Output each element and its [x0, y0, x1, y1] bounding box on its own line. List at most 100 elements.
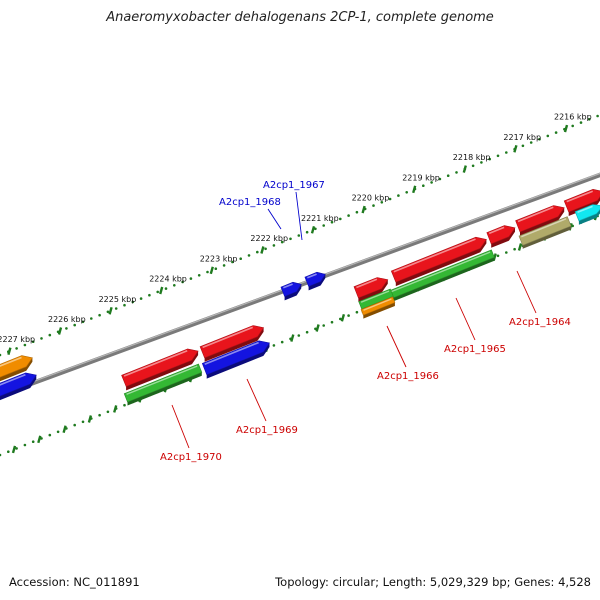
- scale-minor-dot: [322, 324, 326, 327]
- feature-arrow-top: [353, 277, 389, 299]
- gene-arrow-blue: [0, 372, 37, 401]
- scale-minor-dot: [339, 217, 342, 221]
- gene-label: A2cp1_1968: [219, 197, 281, 208]
- feature-bar-side: [362, 257, 495, 314]
- scale-minor-dot: [272, 244, 276, 247]
- feature-arrow-top: [0, 372, 37, 397]
- scale-minor-dot: [505, 251, 508, 254]
- scale-minor-dot: [330, 320, 334, 324]
- cds-bar-a2cp1-1970: [123, 363, 203, 406]
- scale-minor-dot: [372, 204, 375, 207]
- scale-minor-dot: [480, 161, 483, 164]
- feature-arrow-highlight: [488, 226, 505, 235]
- scale-minor-dot: [305, 330, 309, 334]
- scale-minor-dot: [206, 270, 209, 274]
- scale-minor-dot: [90, 317, 93, 320]
- feature-arrow-highlight: [283, 283, 293, 289]
- scale-minor-dot: [330, 220, 334, 224]
- scale-minor-dot: [73, 423, 76, 427]
- feature-arrow-side: [204, 327, 264, 362]
- feature-arrow-side: [0, 357, 33, 382]
- feature-arrow-side: [308, 274, 326, 291]
- gene-label: A2cp1_1967: [263, 180, 325, 191]
- feature-arrow-top: [515, 205, 565, 233]
- feature-bar-highlight: [521, 218, 567, 238]
- feature-arrow-highlight: [307, 273, 317, 279]
- scale-major-tick: [513, 144, 518, 153]
- scale-major-tick: [209, 266, 214, 275]
- scale-minor-dot: [297, 234, 301, 237]
- scale-minor-dot: [197, 274, 201, 277]
- feature-arrow-side: [491, 227, 515, 248]
- feature-bar-side: [363, 302, 395, 319]
- scale-minor-dot: [7, 450, 10, 454]
- scale-minor-dot: [15, 347, 18, 350]
- scale-minor-dot: [588, 118, 591, 121]
- scale-tick-label: 2217 kbp: [503, 133, 541, 142]
- scale-minor-dot: [173, 284, 176, 287]
- scale-minor-dot: [289, 237, 292, 241]
- feature-arrow-top: [201, 340, 271, 375]
- scale-major-tick: [37, 435, 42, 444]
- scale-minor-dot: [106, 410, 110, 414]
- feature-arrow-highlight: [123, 350, 188, 377]
- scale-tick-label: 2224 kbp: [149, 275, 187, 284]
- scale-major-tick: [87, 415, 93, 423]
- scale-major-tick: [7, 347, 12, 356]
- scale-minor-dot: [347, 314, 350, 317]
- scale-minor-dot: [247, 254, 251, 257]
- feature-arrow-top: [280, 281, 302, 297]
- gene-arrow-red: [121, 348, 199, 391]
- scale-minor-dot: [280, 240, 284, 244]
- scale-minor-dot: [40, 337, 43, 340]
- scale-minor-dot: [496, 154, 500, 158]
- scale-minor-dot: [314, 227, 317, 231]
- scale-minor-dot: [355, 310, 359, 314]
- feature-arrow-side: [0, 375, 37, 401]
- feature-arrow-highlight: [356, 278, 378, 289]
- page-title: Anaeromyxobacter dehalogenans 2CP-1, com…: [106, 10, 494, 25]
- gene-arrow-a2cp1-1969: [201, 340, 271, 379]
- feature-arrow-side: [358, 279, 388, 302]
- feature-arrow-top: [121, 348, 199, 387]
- scale-minor-dot: [571, 124, 574, 128]
- feature-arrow-top: [390, 236, 487, 283]
- scale-minor-dot: [397, 194, 400, 197]
- feature-arrow-top: [199, 325, 265, 359]
- scale-minor-dot: [106, 310, 110, 314]
- feature-bar-top: [123, 363, 203, 403]
- scale-minor-dot: [521, 144, 525, 148]
- scale-minor-dot: [446, 174, 450, 177]
- gene-arrow-red: [515, 205, 565, 236]
- scale-minor-dot: [81, 320, 85, 324]
- feature-arrow-highlight: [393, 238, 476, 273]
- scale-major-tick: [340, 313, 346, 322]
- scale-minor-dot: [264, 247, 267, 251]
- scale-minor-dot: [538, 137, 541, 141]
- scale-minor-dot: [471, 164, 475, 168]
- scale-minor-dot: [189, 277, 193, 280]
- scale-tick-label: 2218 kbp: [453, 153, 491, 162]
- scale-minor-dot: [231, 260, 234, 264]
- gene-arrow-red: [390, 236, 487, 287]
- feature-arrow-highlight: [204, 341, 259, 365]
- scale-tick-label: 2225 kbp: [99, 295, 137, 304]
- scale-minor-dot: [48, 433, 52, 437]
- gene-arrow-red: [199, 325, 265, 362]
- scale-major-tick: [108, 306, 113, 315]
- scale-minor-dot: [355, 210, 359, 214]
- gene-arrow-red: [353, 277, 389, 302]
- misc-bar-olive: [518, 216, 572, 249]
- scale-minor-dot: [255, 250, 259, 254]
- scale-tick-label: 2223 kbp: [200, 254, 238, 263]
- scale-tick-label: 2221 kbp: [301, 214, 339, 223]
- scale-major-tick: [462, 165, 467, 173]
- scale-minor-dot: [123, 403, 126, 407]
- feature-track: [0, 188, 600, 406]
- scale-major-tick: [260, 246, 265, 254]
- feature-arrow-highlight: [202, 326, 253, 349]
- outer-tick-track: [0, 114, 599, 357]
- scale-major-tick: [310, 225, 316, 234]
- scale-minor-dot: [405, 191, 409, 194]
- scale-minor-dot: [15, 447, 18, 450]
